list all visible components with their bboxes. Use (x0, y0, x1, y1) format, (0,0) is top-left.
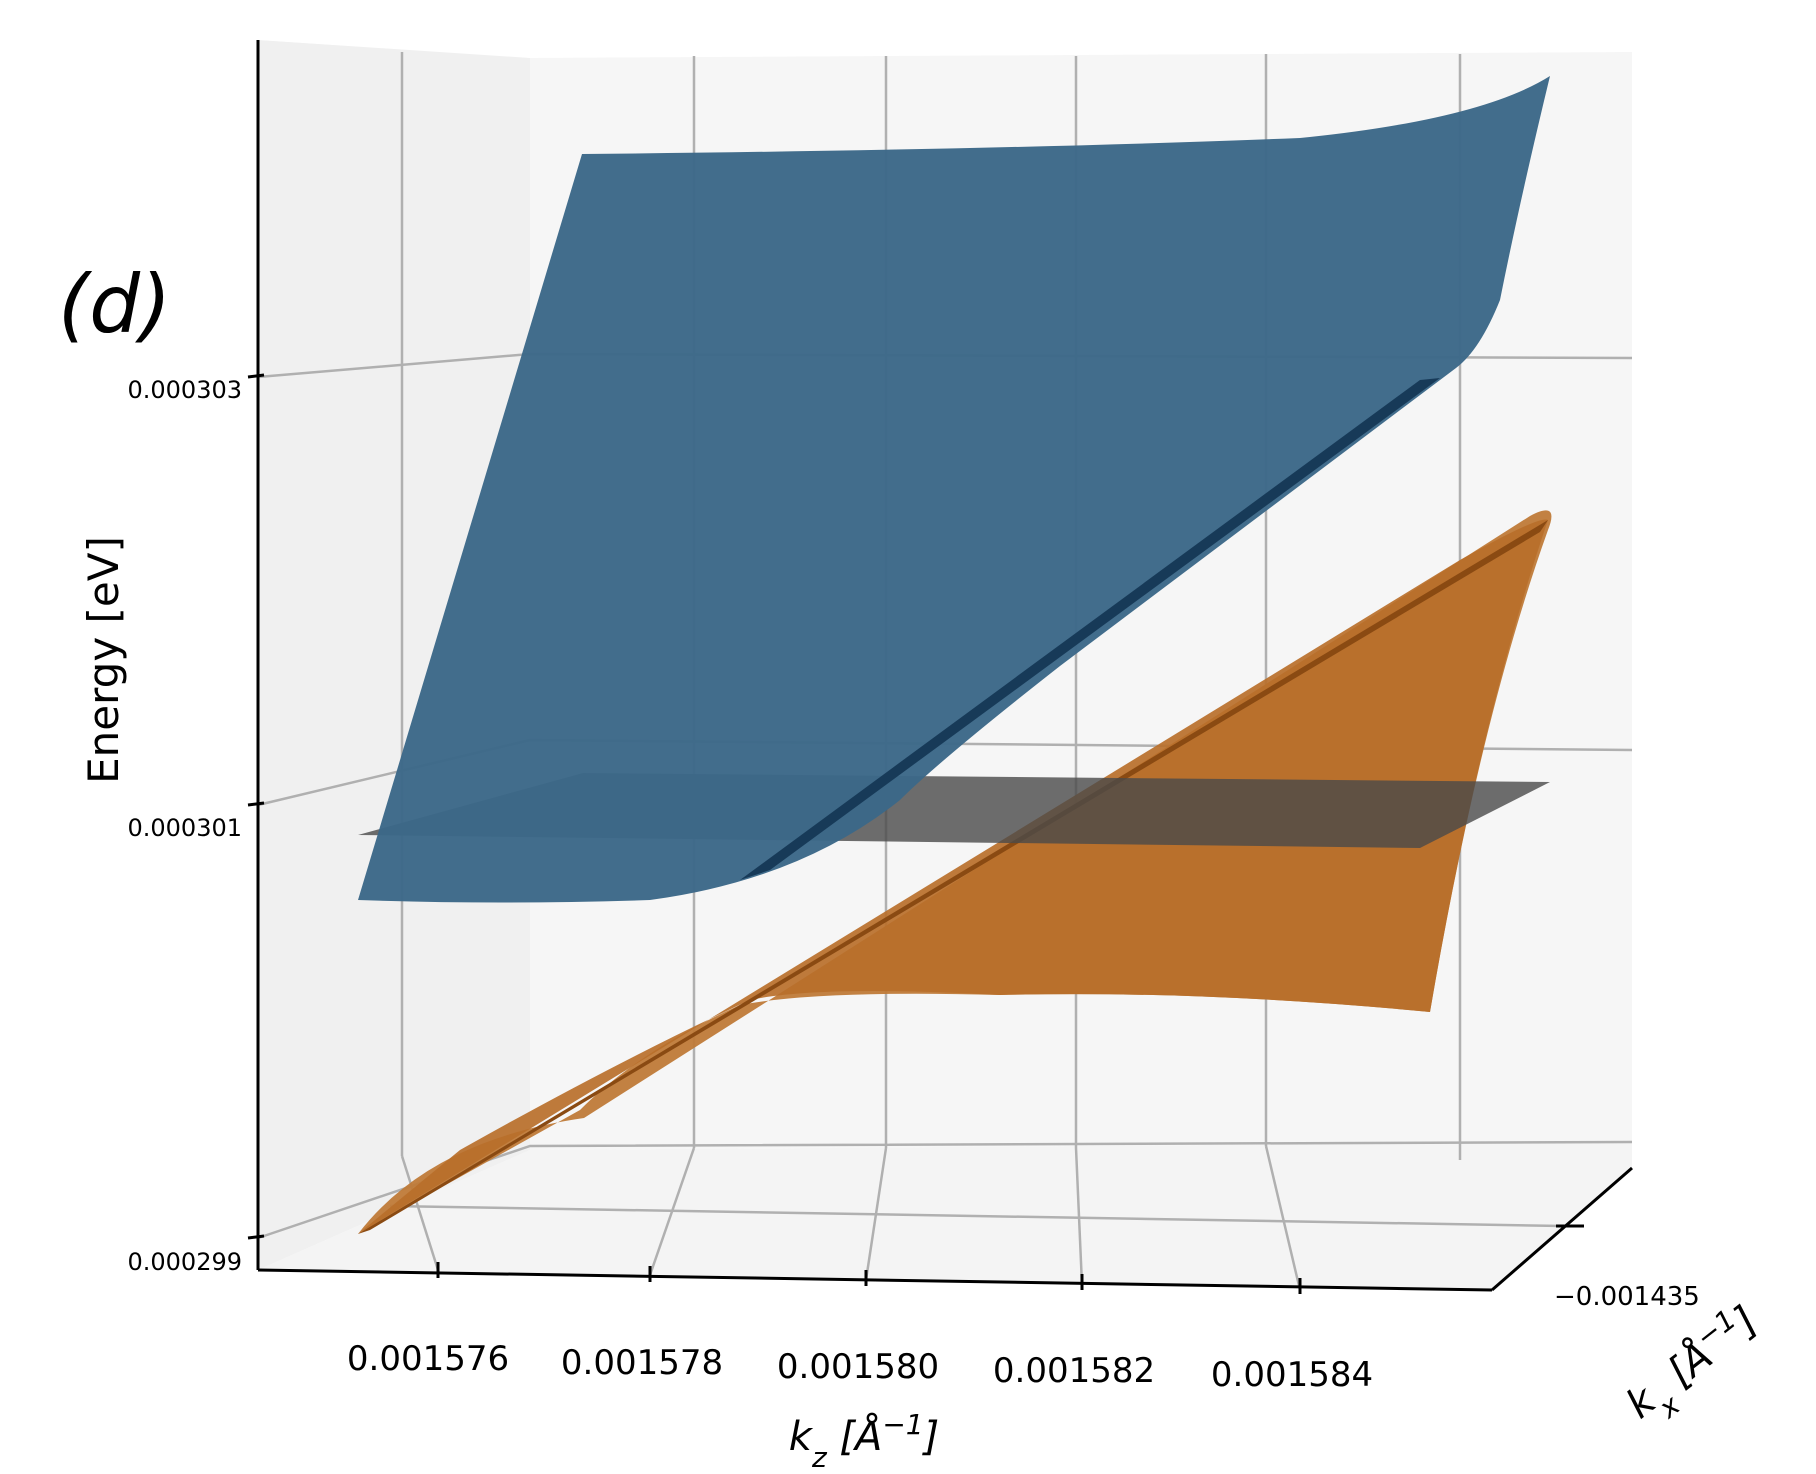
orange-surface (358, 510, 1552, 1234)
energy-tick-label: 0.000301 (127, 814, 242, 842)
orange-surface-ridge (358, 520, 1548, 1234)
axes (247, 40, 1633, 1294)
energy-tick-label: 0.000299 (127, 1248, 242, 1276)
kz-tick-labels: 0.001576 0.001578 0.001580 0.001582 0.00… (347, 1339, 1373, 1395)
kz-tick-label: 0.001576 (347, 1339, 509, 1379)
kz-tick-label: 0.001580 (777, 1347, 939, 1387)
panel-label: (d) (58, 258, 171, 351)
energy-tick-label: 0.000303 (127, 376, 242, 404)
left-back-pane (258, 40, 530, 1270)
kz-axis-label: kz [Å−1] (789, 1408, 939, 1474)
energy-axis-label: Energy [eV] (79, 536, 128, 784)
kx-axis-label: kx [Å−1] (1614, 1293, 1775, 1439)
orange-surface-front-face (358, 519, 1548, 1234)
kz-tick-label: 0.001582 (993, 1351, 1155, 1391)
orange-surface-back-face (358, 510, 1552, 1234)
blue-surface (358, 76, 1550, 903)
blue-surface-face (358, 76, 1550, 903)
kz-tick-label: 0.001584 (1211, 1355, 1373, 1395)
kx-axis-line (1491, 1166, 1633, 1292)
kz-axis-line (257, 1268, 1493, 1292)
energy-tick-labels: 0.000303 0.000301 0.000299 (127, 376, 242, 1276)
blue-surface-edge (740, 378, 1440, 880)
kz-tick-label: 0.001578 (561, 1343, 723, 1383)
kx-tick-label: −0.001435 (1554, 1282, 1700, 1312)
